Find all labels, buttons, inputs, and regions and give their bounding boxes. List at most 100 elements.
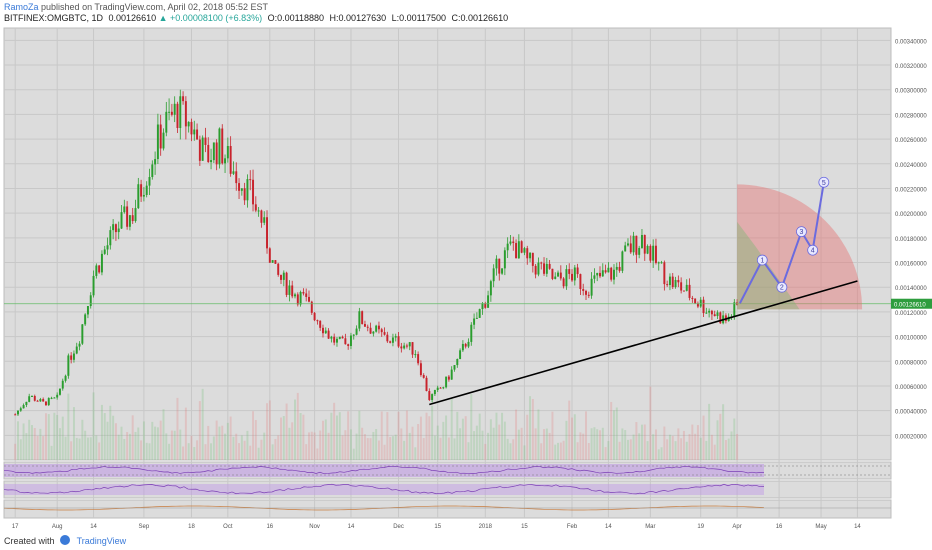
candle-body [417, 354, 420, 364]
volume-bar [708, 403, 711, 460]
volume-bar [277, 435, 280, 460]
candle-body [372, 331, 375, 334]
candle-body [75, 346, 78, 354]
candle-body [114, 224, 117, 233]
candle-body [456, 358, 459, 366]
price-pane[interactable] [3, 27, 892, 461]
volume-bar [112, 415, 115, 460]
candle-body [201, 137, 204, 161]
volume-bar [450, 398, 453, 460]
candle-body [238, 183, 241, 191]
symbol-label: BITFINEX:OMGBTC, 1D [4, 13, 104, 23]
y-tick-label: 0.00300000 [895, 89, 927, 95]
volume-bar [498, 424, 501, 460]
volume-bar [221, 425, 224, 460]
indicator-pane-2[interactable] [3, 480, 892, 499]
volume-bar [635, 422, 638, 460]
candle-body [668, 276, 671, 286]
y-tick-label: 0.00120000 [895, 311, 927, 317]
y-tick-label: 0.00040000 [895, 410, 927, 416]
candle-body [50, 397, 53, 399]
candle-body [557, 272, 560, 277]
candle-body [377, 325, 380, 330]
volume-bar [131, 415, 134, 460]
volume-bar [682, 430, 685, 460]
candle-body [428, 390, 431, 400]
candle-body [705, 312, 708, 314]
volume-bar [302, 414, 305, 460]
volume-bar [654, 429, 657, 460]
candle-body [148, 177, 151, 186]
author-link[interactable]: RamoZa [4, 2, 39, 12]
volume-bar [501, 412, 504, 460]
candle-body [221, 128, 224, 164]
volume-bar [338, 412, 341, 460]
volume-bar [240, 435, 243, 460]
wave-label: 1 [760, 258, 764, 265]
volume-bar [478, 413, 481, 460]
candle-body [78, 343, 81, 347]
volume-bar [674, 441, 677, 460]
candle-body [89, 295, 92, 307]
indicator-pane-3[interactable] [3, 499, 892, 519]
volume-bar [517, 429, 520, 460]
volume-bar [724, 440, 727, 460]
candle-body [419, 363, 422, 376]
candle-body [604, 270, 607, 273]
candle-body [266, 217, 269, 249]
volume-bar [210, 443, 213, 460]
volume-bar [377, 440, 380, 460]
candle-body [31, 396, 33, 398]
publish-info: RamoZa published on TradingView.com, Apr… [4, 2, 268, 12]
volume-bar [685, 441, 688, 460]
volume-bar [394, 434, 397, 460]
candle-body [386, 334, 389, 342]
candle-body [232, 171, 235, 174]
volume-bar [618, 441, 621, 460]
candle-body [252, 179, 255, 205]
indicator-line [3, 465, 765, 475]
volume-bar [624, 430, 627, 460]
volume-bar [489, 419, 492, 460]
volume-bar [50, 445, 53, 460]
x-tick-label: 14 [90, 524, 97, 530]
candle-body [140, 184, 143, 197]
candle-body [123, 206, 126, 213]
candle-body [17, 410, 19, 415]
volume-bar [140, 440, 143, 460]
volume-bar [397, 411, 400, 460]
volume-bar [419, 416, 422, 460]
volume-bar [615, 407, 618, 460]
volume-bar [31, 425, 33, 460]
candle-body [56, 394, 59, 398]
volume-bar [411, 426, 414, 460]
candle-body [431, 394, 434, 400]
volume-bar [280, 417, 282, 460]
volume-bar [229, 416, 232, 460]
y-tick-label: 0.00200000 [895, 212, 927, 218]
volume-bar [198, 401, 201, 460]
volume-bar [601, 427, 604, 460]
candle-body [559, 272, 562, 279]
volume-bar [537, 409, 540, 460]
candle-body [324, 330, 327, 334]
candle-body [442, 387, 445, 389]
published-text: published on TradingView.com, April 02, … [41, 2, 269, 12]
volume-bar [649, 386, 652, 460]
x-tick-label: May [815, 524, 826, 530]
volume-bar [123, 438, 126, 460]
candle-body [548, 263, 551, 269]
volume-bar [249, 445, 252, 460]
tradingview-link[interactable]: TradingView [76, 536, 127, 546]
candle-body [702, 299, 705, 314]
candle-body [660, 262, 663, 264]
volume-bar [201, 388, 204, 460]
volume-bar [33, 427, 36, 460]
volume-bar [470, 394, 473, 460]
candle-body [19, 408, 22, 411]
candle-body [291, 285, 294, 297]
elliott-wave-path [739, 182, 825, 304]
volume-bar [310, 431, 313, 460]
candle-body [95, 265, 98, 276]
